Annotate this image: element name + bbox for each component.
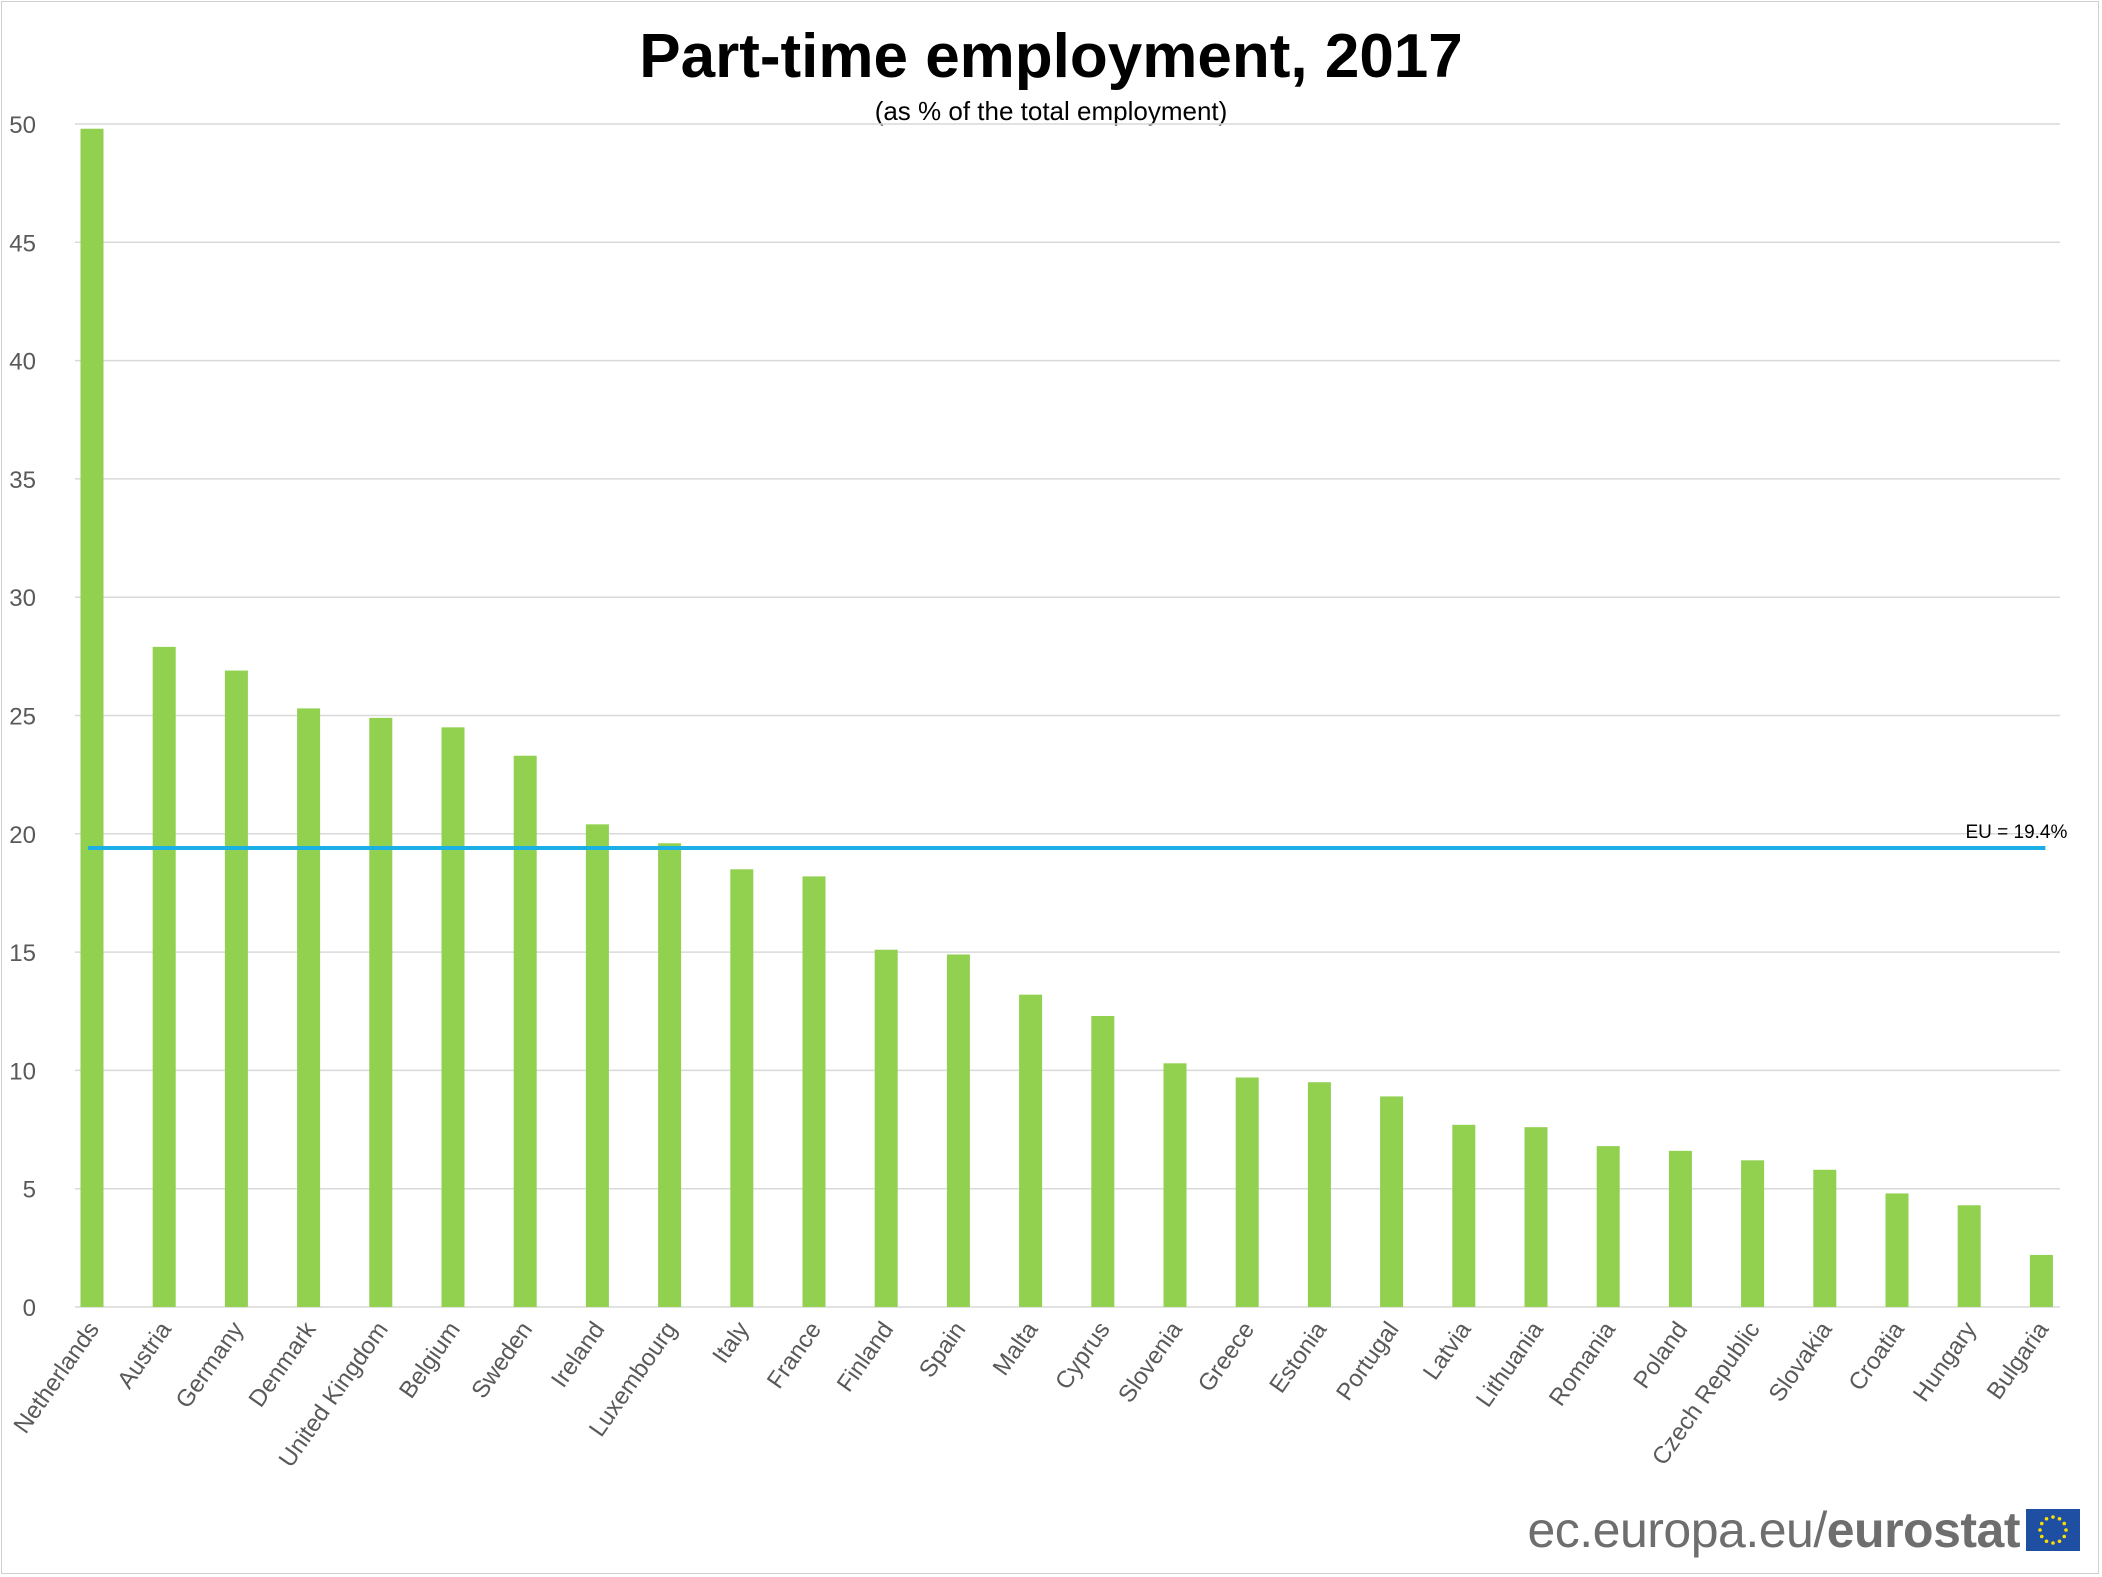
gridlines	[75, 123, 2060, 1308]
bar-austria	[152, 646, 176, 1307]
bar-estonia	[1307, 1082, 1331, 1307]
bar-slovenia	[1163, 1063, 1187, 1307]
y-tick-label: 5	[23, 1177, 36, 1204]
x-tick-label: Finland	[832, 1317, 899, 1397]
x-tick-label: Netherlands	[9, 1317, 105, 1439]
y-axis-ticks: 0 5 10 15 20 25 30 35 40 45 50	[9, 112, 36, 1322]
bar-greece	[1235, 1077, 1259, 1307]
x-tick-label: Austria	[112, 1316, 177, 1393]
x-tick-label: Croatia	[1843, 1316, 1910, 1395]
y-tick-label: 30	[9, 585, 36, 612]
x-tick-label: Slovenia	[1113, 1316, 1188, 1407]
bar-netherlands	[80, 128, 104, 1308]
x-tick-label: Cyprus	[1050, 1317, 1116, 1395]
x-tick-label: France	[762, 1317, 827, 1394]
x-tick-label: Malta	[988, 1316, 1044, 1380]
bar-sweden	[513, 755, 537, 1307]
bar-slovakia	[1813, 1169, 1837, 1307]
x-tick-label: Italy	[707, 1317, 754, 1369]
x-tick-label: Romania	[1544, 1316, 1622, 1411]
y-tick-label: 50	[9, 112, 36, 139]
flag-star	[2057, 1539, 2062, 1544]
y-tick-label: 0	[23, 1295, 36, 1322]
flag-star	[2038, 1528, 2042, 1532]
y-tick-label: 40	[9, 349, 36, 376]
eu-average-label: EU = 19.4%	[1965, 822, 2067, 843]
flag-star	[2064, 1528, 2068, 1532]
x-tick-label: Bulgaria	[1982, 1316, 2055, 1404]
x-tick-label: Estonia	[1264, 1316, 1332, 1398]
bar-czech-republic	[1741, 1160, 1765, 1307]
x-tick-label: Slovakia	[1764, 1316, 1839, 1406]
y-tick-label: 35	[9, 467, 36, 494]
bar-croatia	[1885, 1193, 1909, 1307]
flag-star	[2039, 1521, 2044, 1526]
eu-flag-icon	[2026, 1509, 2080, 1551]
x-tick-label: Belgium	[394, 1317, 466, 1404]
footer-brand: eurostat	[1826, 1502, 2021, 1558]
bar-italy	[730, 869, 754, 1307]
y-tick-label: 20	[9, 822, 36, 849]
bar-portugal	[1380, 1096, 1404, 1307]
bar-luxembourg	[658, 843, 682, 1307]
x-tick-label: Latvia	[1418, 1316, 1477, 1384]
x-tick-label: Spain	[914, 1317, 971, 1383]
flag-star	[2039, 1534, 2044, 1539]
x-tick-label: Portugal	[1331, 1317, 1404, 1406]
x-tick-label: Hungary	[1908, 1317, 1982, 1407]
bar-malta	[1019, 994, 1043, 1307]
y-tick-label: 10	[9, 1058, 36, 1085]
y-tick-label: 45	[9, 230, 36, 257]
bar-lithuania	[1524, 1127, 1548, 1307]
y-tick-label: 25	[9, 704, 36, 731]
x-tick-label: Poland	[1628, 1317, 1693, 1394]
flag-star	[2051, 1541, 2055, 1545]
bar-germany	[224, 670, 248, 1307]
bar-united-kingdom	[369, 717, 393, 1307]
bar-belgium	[441, 727, 465, 1307]
flag-star	[2044, 1539, 2049, 1544]
bar-poland	[1668, 1150, 1692, 1307]
flag-star	[2057, 1516, 2062, 1521]
flag-star	[2051, 1515, 2055, 1519]
flag-star	[2044, 1516, 2049, 1521]
bar-finland	[874, 949, 898, 1307]
bar-latvia	[1452, 1124, 1476, 1307]
x-tick-label: Greece	[1193, 1317, 1260, 1397]
bar-france	[802, 876, 826, 1307]
bar-hungary	[1957, 1205, 1981, 1307]
y-tick-label: 15	[9, 940, 36, 967]
bar-ireland	[585, 824, 609, 1307]
bar-bulgaria	[2029, 1254, 2053, 1307]
bar-cyprus	[1091, 1015, 1115, 1307]
bar-denmark	[297, 708, 321, 1307]
bar-romania	[1596, 1146, 1620, 1307]
footer-domain: ec.europa.eu/	[1527, 1502, 1827, 1558]
eu-average-line: EU = 19.4%	[88, 822, 2068, 850]
chart-subtitle: (as % of the total employment)	[875, 96, 1228, 126]
chart-title: Part-time employment, 2017	[639, 22, 1463, 91]
footer-branding: ec.europa.eu/ eurostat	[1527, 1498, 2080, 1562]
flag-star	[2062, 1521, 2067, 1526]
bars	[80, 128, 2053, 1308]
x-tick-label: Sweden	[466, 1317, 538, 1404]
x-tick-label: Germany	[171, 1317, 250, 1413]
x-tick-label: Denmark	[244, 1316, 323, 1412]
bar-spain	[946, 954, 970, 1307]
x-tick-label: Ireland	[546, 1317, 610, 1393]
x-tick-label: Lithuania	[1471, 1316, 1549, 1412]
flag-star	[2062, 1534, 2067, 1539]
